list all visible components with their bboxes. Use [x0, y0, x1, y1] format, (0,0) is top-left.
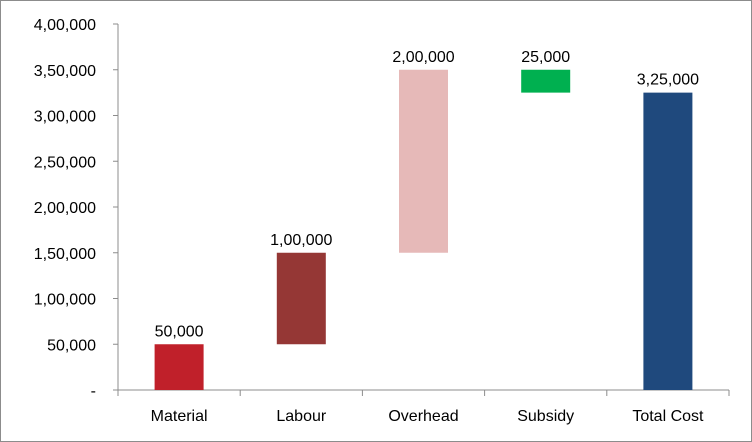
y-tick-label: -: [91, 383, 96, 400]
x-tick-label: Labour: [276, 408, 326, 425]
data-label: 1,00,000: [270, 232, 332, 249]
bar: [154, 344, 204, 390]
bars: [154, 69, 693, 390]
bar: [276, 252, 326, 345]
x-tick-label: Total Cost: [632, 408, 704, 425]
data-label: 50,000: [155, 323, 204, 340]
data-label: 3,25,000: [637, 72, 699, 89]
y-tick-label: 3,00,000: [34, 109, 96, 126]
y-tick-label: 2,00,000: [34, 200, 96, 217]
bar: [399, 69, 448, 253]
y-tick-label: 50,000: [47, 337, 96, 354]
y-tick-label: 3,50,000: [34, 63, 96, 80]
y-tick-label: 2,50,000: [34, 154, 96, 171]
y-tick-label: 4,00,000: [34, 17, 96, 34]
y-tick-label: 1,50,000: [34, 246, 96, 263]
bar: [521, 69, 571, 93]
y-tick-label: 1,00,000: [34, 292, 96, 309]
axes: - 50,000 1,00,000 1,50,000 2,00,000 2,50,000 3…: [34, 17, 730, 425]
data-labels: 50,000 1,00,000 2,00,000 25,000 3,25,000: [155, 49, 700, 341]
x-tick-label: Overhead: [388, 408, 458, 425]
x-tick-label: Material: [151, 408, 208, 425]
data-label: 2,00,000: [392, 49, 454, 66]
bar: [643, 92, 693, 390]
x-tick-label: Subsidy: [517, 408, 574, 425]
data-label: 25,000: [521, 49, 570, 66]
